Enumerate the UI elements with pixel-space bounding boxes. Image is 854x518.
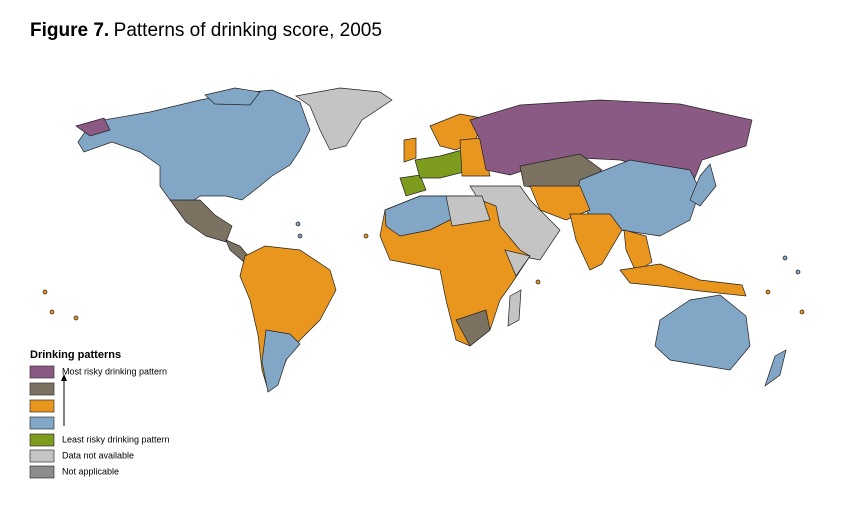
southern-cone [261, 329, 301, 393]
north-africa [384, 195, 459, 237]
north-america [77, 89, 311, 207]
horn-of-africa [504, 249, 531, 277]
southern-africa [455, 309, 491, 347]
greenland [295, 87, 393, 151]
island [782, 255, 788, 261]
indonesia [619, 263, 747, 297]
island [799, 309, 805, 315]
island [295, 221, 301, 227]
australia [654, 294, 751, 371]
new-zealand [764, 349, 787, 387]
legend-swatch [29, 399, 55, 413]
western-europe [414, 149, 465, 179]
world-map [42, 87, 805, 393]
legend-label: Data not available [62, 450, 134, 460]
legend-label: Not applicable [62, 466, 119, 476]
arctic-islands [204, 87, 261, 106]
figure-title: Patterns of drinking score, 2005 [114, 20, 382, 41]
mexico [169, 199, 233, 243]
legend-label: Least risky drinking pattern [62, 434, 170, 444]
legend-swatch [29, 465, 55, 479]
legend: Drinking patterns Most risky drinking pa… [29, 349, 170, 479]
japan [689, 163, 717, 207]
iberia [399, 174, 427, 197]
alaska-region [75, 117, 111, 137]
legend-swatch [29, 382, 55, 396]
north-east-africa [445, 195, 491, 227]
island [765, 289, 771, 295]
legend-label: Most risky drinking pattern [62, 366, 167, 376]
island [535, 279, 541, 285]
legend-swatch [29, 365, 55, 379]
legend-swatch [29, 449, 55, 463]
africa [379, 195, 531, 347]
india [569, 213, 623, 271]
south-america [239, 245, 337, 391]
legend-title: Drinking patterns [30, 349, 121, 361]
island [73, 315, 79, 321]
legend-arrow-head [61, 374, 67, 381]
island [297, 233, 303, 239]
british-isles [403, 137, 417, 163]
island [49, 309, 55, 315]
madagascar [507, 289, 522, 327]
legend-swatch [29, 416, 55, 430]
title: Figure 7. Patterns of drinking score, 20… [30, 20, 382, 41]
island [795, 269, 801, 275]
island [363, 233, 369, 239]
legend-swatch [29, 433, 55, 447]
island [42, 289, 48, 295]
figure-label: Figure 7. [30, 20, 109, 41]
